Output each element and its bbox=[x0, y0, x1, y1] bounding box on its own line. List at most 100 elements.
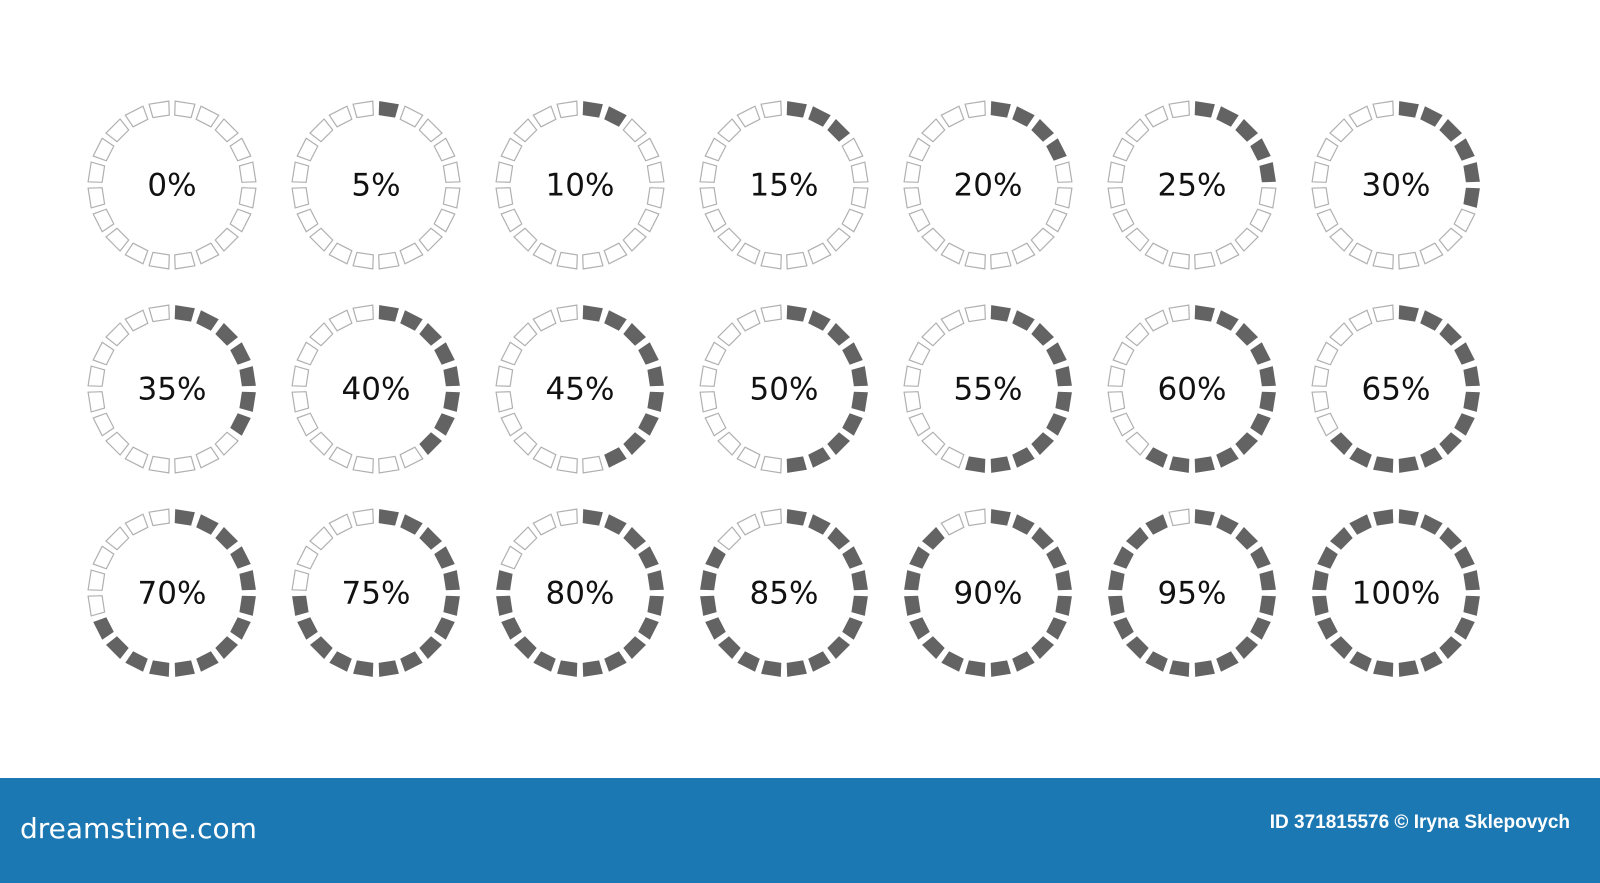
filled-segment bbox=[1108, 595, 1125, 616]
filled-segment bbox=[400, 514, 423, 535]
empty-segment bbox=[908, 412, 931, 437]
empty-segment bbox=[195, 446, 220, 469]
footer-credit: ID 371815576 © Iryna Sklepovych bbox=[1270, 812, 1570, 833]
empty-segment bbox=[124, 446, 149, 469]
filled-segment bbox=[1439, 636, 1462, 659]
filled-segments bbox=[582, 101, 627, 127]
filled-segment bbox=[1031, 119, 1054, 142]
filled-segments bbox=[1330, 305, 1480, 473]
empty-segment bbox=[786, 251, 808, 270]
empty-segment bbox=[1045, 208, 1068, 233]
empty-segment bbox=[442, 187, 461, 209]
filled-segment bbox=[215, 527, 238, 550]
filled-segment bbox=[1031, 636, 1054, 659]
empty-segment bbox=[637, 208, 660, 233]
filled-segment bbox=[965, 660, 986, 677]
empty-segment bbox=[646, 161, 665, 183]
percent-label: 0% bbox=[147, 168, 196, 204]
filled-segment bbox=[1046, 617, 1067, 640]
empty-segment bbox=[1144, 242, 1169, 265]
filled-segment bbox=[1420, 651, 1443, 672]
filled-segment bbox=[990, 660, 1011, 677]
empty-segment bbox=[1125, 431, 1150, 456]
empty-segment bbox=[1125, 227, 1150, 252]
filled-segment bbox=[557, 660, 578, 677]
filled-segment bbox=[604, 514, 627, 535]
filled-segment bbox=[827, 432, 850, 455]
empty-segment bbox=[1372, 251, 1394, 270]
empty-segment bbox=[87, 569, 106, 591]
empty-segment bbox=[850, 161, 869, 183]
empty-segment bbox=[495, 365, 514, 387]
filled-segment bbox=[1250, 546, 1271, 569]
filled-segment bbox=[922, 527, 945, 550]
filled-segment bbox=[378, 509, 399, 526]
filled-segment bbox=[582, 509, 603, 526]
empty-segment bbox=[291, 365, 310, 387]
filled-segment bbox=[623, 527, 646, 550]
progress-ring: 0% bbox=[87, 100, 257, 270]
filled-segment bbox=[1012, 106, 1035, 127]
percent-label: 5% bbox=[351, 168, 400, 204]
empty-segment bbox=[328, 242, 353, 265]
filled-segments bbox=[965, 305, 1072, 473]
filled-segment bbox=[1312, 595, 1329, 616]
empty-segment bbox=[1372, 100, 1394, 119]
empty-segment bbox=[850, 187, 869, 209]
filled-segment bbox=[638, 342, 659, 365]
progress-ring: 5% bbox=[291, 100, 461, 270]
empty-segment bbox=[903, 187, 922, 209]
filled-segment bbox=[419, 636, 442, 659]
empty-segment bbox=[296, 412, 319, 437]
filled-segment bbox=[647, 595, 664, 616]
filled-segment bbox=[533, 651, 556, 672]
empty-segment bbox=[699, 161, 718, 183]
filled-segment bbox=[1235, 527, 1258, 550]
filled-segment bbox=[1259, 162, 1276, 183]
filled-segment bbox=[761, 660, 782, 677]
empty-segment bbox=[92, 412, 115, 437]
filled-segment bbox=[1031, 323, 1054, 346]
filled-segment bbox=[1194, 305, 1215, 322]
filled-segment bbox=[496, 595, 513, 616]
filled-segment bbox=[443, 570, 460, 591]
filled-segment bbox=[647, 391, 664, 412]
footer-bar bbox=[0, 778, 1600, 883]
filled-segment bbox=[378, 660, 399, 677]
empty-segment bbox=[1168, 100, 1190, 119]
progress-ring: 20% bbox=[903, 100, 1073, 270]
empty-segment bbox=[214, 118, 239, 143]
filled-segment bbox=[443, 391, 460, 412]
filled-segment bbox=[239, 595, 256, 616]
empty-segment bbox=[990, 251, 1012, 270]
filled-segment bbox=[700, 570, 717, 591]
percent-label: 50% bbox=[750, 372, 819, 408]
empty-segment bbox=[704, 137, 727, 162]
empty-segment bbox=[1054, 187, 1073, 209]
empty-segment bbox=[92, 208, 115, 233]
empty-segment bbox=[704, 412, 727, 437]
empty-segment bbox=[442, 161, 461, 183]
filled-segment bbox=[1145, 651, 1168, 672]
filled-segment bbox=[808, 106, 831, 127]
filled-segment bbox=[1259, 595, 1276, 616]
filled-segment bbox=[1250, 413, 1271, 436]
progress-ring: 50% bbox=[699, 304, 868, 474]
empty-segment bbox=[940, 513, 965, 536]
filled-segment bbox=[990, 456, 1011, 473]
empty-segment bbox=[105, 322, 130, 347]
empty-segment bbox=[105, 526, 130, 551]
empty-segment bbox=[513, 118, 538, 143]
empty-segment bbox=[903, 161, 922, 183]
empty-segment bbox=[556, 304, 578, 323]
filled-segment bbox=[1216, 106, 1239, 127]
empty-segment bbox=[1438, 227, 1463, 252]
filled-segment bbox=[1349, 514, 1372, 535]
filled-segment bbox=[1055, 570, 1072, 591]
filled-segment bbox=[582, 305, 603, 322]
empty-segment bbox=[238, 161, 257, 183]
filled-segment bbox=[443, 595, 460, 616]
filled-segment bbox=[1439, 432, 1462, 455]
empty-segment bbox=[124, 513, 149, 536]
filled-segment bbox=[230, 413, 251, 436]
